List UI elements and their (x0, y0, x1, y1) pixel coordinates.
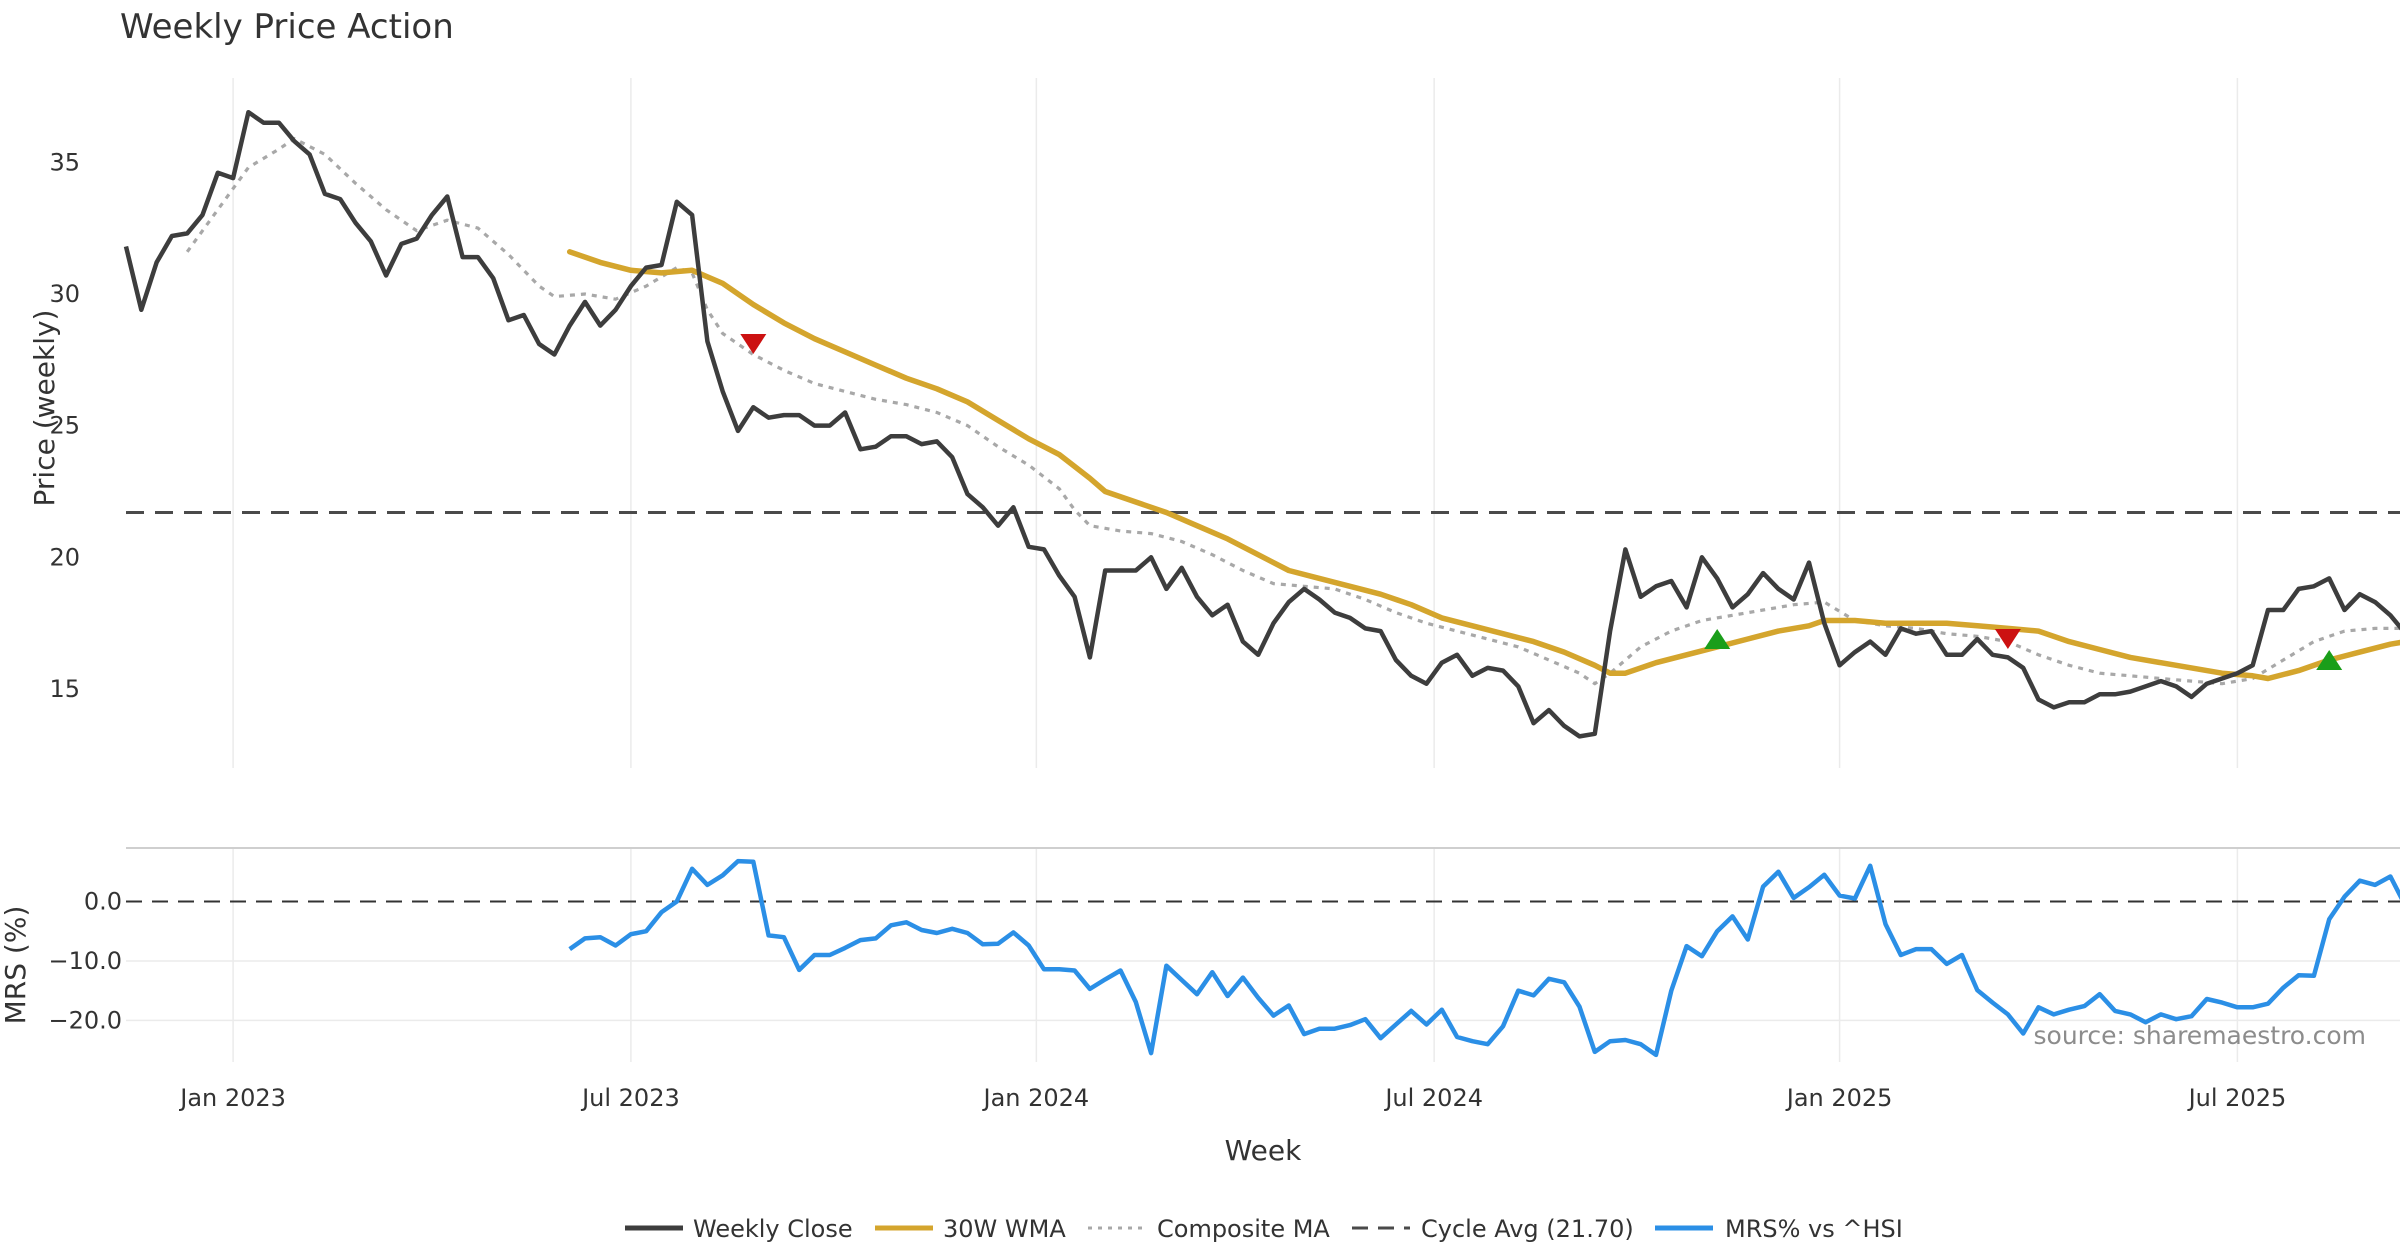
price-y-tick-label-0: 15 (49, 675, 80, 703)
price-y-tick-label-1: 20 (49, 543, 80, 571)
x-tick-label-3: Jul 2024 (1383, 1084, 1483, 1112)
mrs-axis-title: MRS (%) (0, 906, 32, 1025)
legend-label-2: Composite MA (1157, 1215, 1330, 1243)
legend-label-4: MRS% vs ^HSI (1725, 1215, 1903, 1243)
mrs-line (568, 858, 2400, 1058)
weekly-close-line (123, 109, 2400, 739)
legend-label-3: Cycle Avg (21.70) (1421, 1215, 1634, 1243)
legend-label-0: Weekly Close (693, 1215, 853, 1243)
grid-layer (126, 78, 2400, 1062)
buy-signal-marker-1 (1704, 628, 1731, 649)
legend: Weekly Close 30W WMA Composite MA Cycle Avg… (625, 1215, 1903, 1243)
price-y-tick-label-2: 25 (49, 412, 80, 440)
buy-signal-marker-3 (2316, 650, 2343, 671)
x-tick-label-5: Jul 2025 (2187, 1084, 2287, 1112)
sell-signal-marker-2 (1994, 628, 2021, 649)
price-y-tick-label-3: 30 (49, 280, 80, 308)
source-note: source: sharemaestro.com (2034, 1021, 2367, 1050)
chart-title: Weekly Price Action (120, 7, 454, 47)
x-tick-label-4: Jan 2025 (1785, 1084, 1893, 1112)
x-tick-label-0: Jan 2023 (178, 1084, 286, 1112)
x-tick-label-1: Jul 2023 (580, 1084, 680, 1112)
x-axis-title: Week (1225, 1134, 1302, 1167)
mrs-panel: 0.0 −10.0 −20.0 (48, 847, 2400, 1058)
mrs-y-tick-label-0: 0.0 (84, 888, 122, 916)
x-axis-ticks: Jan 2023 Jul 2023 Jan 2024 Jul 2024 Jan 2025… (178, 1084, 2286, 1112)
price-y-tick-label-4: 35 (49, 148, 80, 176)
composite-ma-line (185, 137, 2400, 686)
sell-signal-marker-0 (740, 333, 767, 354)
x-tick-label-2: Jan 2024 (981, 1084, 1089, 1112)
price-panel: 15 20 25 30 35 (49, 109, 2400, 739)
legend-label-1: 30W WMA (943, 1215, 1066, 1243)
wma-30w-line (566, 249, 2400, 682)
mrs-y-tick-label-2: −20.0 (48, 1006, 122, 1034)
mrs-y-tick-label-1: −10.0 (48, 947, 122, 975)
price-axis-title: Price (weekly) (28, 310, 61, 507)
